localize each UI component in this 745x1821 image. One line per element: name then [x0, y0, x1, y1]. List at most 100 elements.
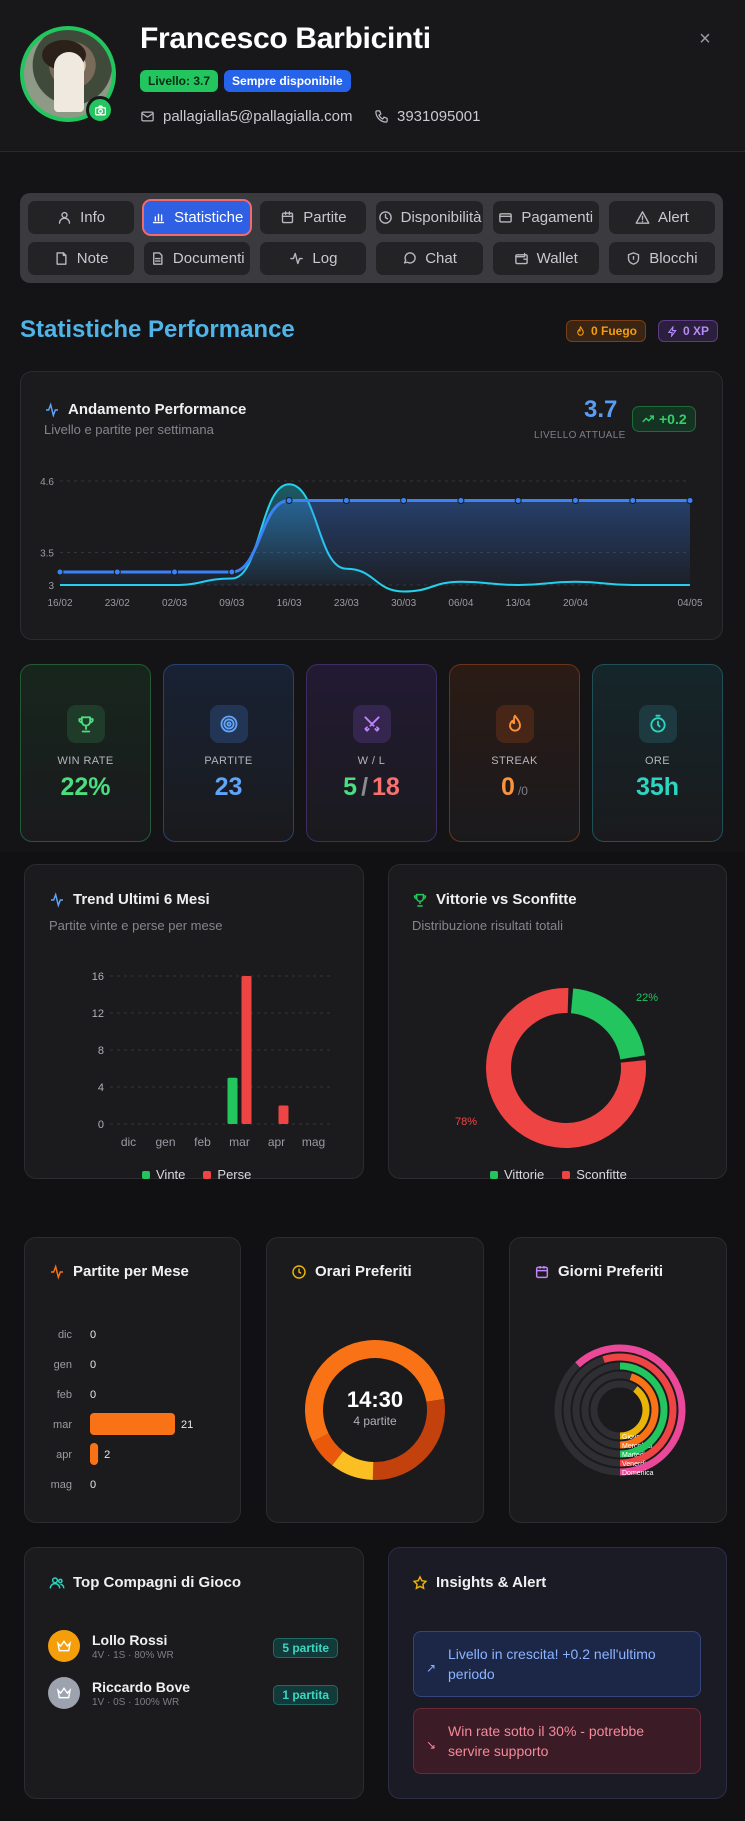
camera-icon[interactable] [86, 96, 114, 124]
livello-point [400, 497, 408, 504]
badge-row: Livello: 3.7 Sempre disponibile [140, 70, 351, 92]
x-tick-label: 23/02 [105, 598, 130, 609]
trend-subtitle: Partite vinte e perse per mese [49, 918, 223, 933]
hours-donut-chart [305, 1340, 445, 1480]
tab-chat[interactable]: Chat [376, 242, 483, 275]
performance-title-text: Andamento Performance [68, 401, 247, 418]
wins-value: 5 [343, 773, 358, 801]
legend-label: Sconfitte [576, 1167, 627, 1182]
tab-label: Documenti [172, 250, 245, 267]
tab-alert[interactable]: Alert [608, 201, 715, 234]
insight-positive: ↗ Livello in crescita! +0.2 nell'ultimo … [413, 1631, 701, 1697]
livello-area [60, 500, 690, 585]
tab-log[interactable]: Log [260, 242, 367, 275]
tab-note[interactable]: Note [28, 242, 135, 275]
tab-info[interactable]: Info [28, 201, 135, 234]
legend-item: Vinte [142, 1167, 185, 1182]
livello-point [457, 497, 465, 504]
trend-title: Trend Ultimi 6 Mesi [49, 891, 210, 908]
y-tick-label: 4 [98, 1082, 104, 1094]
tab-label: Info [80, 209, 106, 226]
month-value: 0 [90, 1479, 96, 1491]
radial-bar-domenica [575, 1344, 686, 1476]
tab-statistiche[interactable]: Statistiche [144, 201, 251, 234]
fuego-chip: 0 Fuego [566, 320, 647, 342]
tab-documenti[interactable]: Documenti [144, 242, 251, 275]
legend-label: Vinte [156, 1167, 186, 1182]
availability-badge: Sempre disponibile [224, 70, 351, 92]
month-label: dic [58, 1329, 73, 1341]
month-bar [90, 1413, 175, 1435]
days-radial-chart: Giovedì Mercoledì Martedì Venerdì Domenica [554, 1344, 686, 1477]
trophy-icon [78, 716, 94, 733]
email-text: pallagialla5@pallagialla.com [163, 108, 353, 125]
legend-item: Vittorie [490, 1167, 544, 1182]
partner-row[interactable]: Riccardo Bove 1V · 0S · 100% WR [48, 1677, 190, 1709]
stat-value: 22% [60, 773, 111, 801]
slice-sconfitte [486, 988, 646, 1148]
stat-value-row: 5/18 [307, 773, 436, 802]
phone-text: 3931095001 [397, 108, 481, 125]
player-name: Francesco Barbicinti [140, 22, 431, 55]
legend-item: Perse [203, 1167, 251, 1182]
tab-wallet[interactable]: Wallet [492, 242, 599, 275]
legend-label: Vittorie [504, 1167, 545, 1182]
hours-slice [312, 1433, 344, 1466]
partner-row[interactable]: Lollo Rossi 4V · 1S · 80% WR [48, 1630, 174, 1662]
activity-icon [290, 252, 304, 265]
bar-perse [278, 1105, 289, 1124]
close-icon[interactable]: × [699, 28, 711, 50]
month-label: feb [57, 1389, 72, 1401]
slice-label-sconfitte: 78% [455, 1116, 477, 1128]
trending-down-icon: ↘ [426, 1738, 437, 1752]
x-tick-label: mag [302, 1135, 325, 1149]
radial-bar-marted [619, 1362, 668, 1458]
tab-pagamenti[interactable]: Pagamenti [492, 201, 599, 234]
x-tick-label: 13/04 [506, 598, 531, 609]
stat-label: PARTITE [204, 755, 253, 767]
x-tick-label: apr [268, 1135, 285, 1149]
star-icon [412, 1574, 428, 1590]
winloss-legend: Vittorie Sconfitte [490, 1167, 627, 1182]
bolt-icon [667, 325, 677, 337]
tab-label: Partite [303, 209, 347, 226]
radial-label: Venerdì [622, 1461, 646, 1468]
stat-value: 35h [635, 773, 680, 801]
legend-label: Perse [217, 1167, 252, 1182]
x-tick-label: 30/03 [391, 598, 416, 609]
activity-icon [46, 401, 58, 418]
stat-value-row: 0/0 [450, 773, 579, 802]
days-title: Giorni Preferiti [534, 1263, 663, 1280]
tab-partite[interactable]: Partite [260, 201, 367, 234]
y-tick-label: 12 [92, 1008, 104, 1020]
current-level-label: LIVELLO ATTUALE [534, 430, 626, 441]
legend-swatch [490, 1171, 498, 1179]
stat-value-row: 35h [593, 773, 722, 802]
crown-icon [48, 1630, 80, 1662]
x-tick-label: 02/03 [162, 598, 187, 609]
tab-blocchi[interactable]: Blocchi [608, 242, 715, 275]
stat-card-ore: ORE 35h [592, 664, 723, 842]
partners-card [24, 1547, 364, 1799]
email-contact[interactable]: pallagialla5@pallagialla.com [140, 108, 353, 125]
livello-point [571, 497, 579, 504]
livello-point [629, 497, 637, 504]
days-title-text: Giorni Preferiti [558, 1263, 664, 1280]
losses-value: 18 [372, 773, 400, 801]
trophy-icon [413, 893, 427, 907]
month-label: apr [56, 1449, 72, 1461]
tab-disponibilit[interactable]: Disponibilità [376, 201, 483, 234]
slice-vittorie [570, 988, 645, 1060]
radial-label: Mercoledì [622, 1443, 653, 1450]
stat-card-streak: STREAK 0/0 [449, 664, 580, 842]
winloss-donut-chart: 22% 78% [455, 988, 658, 1148]
radial-bar-gioved [619, 1386, 650, 1440]
livello-point [285, 497, 293, 504]
month-bar [90, 1443, 99, 1465]
stat-card-wl: W / L 5/18 [306, 664, 437, 842]
insight-positive-text: Livello in crescita! +0.2 nell'ultimo pe… [448, 1646, 656, 1682]
stat-icon-box [67, 705, 105, 743]
stat-label: STREAK [491, 755, 538, 767]
phone-contact[interactable]: 3931095001 [374, 108, 480, 125]
slice-label-vittorie: 22% [636, 992, 658, 1004]
